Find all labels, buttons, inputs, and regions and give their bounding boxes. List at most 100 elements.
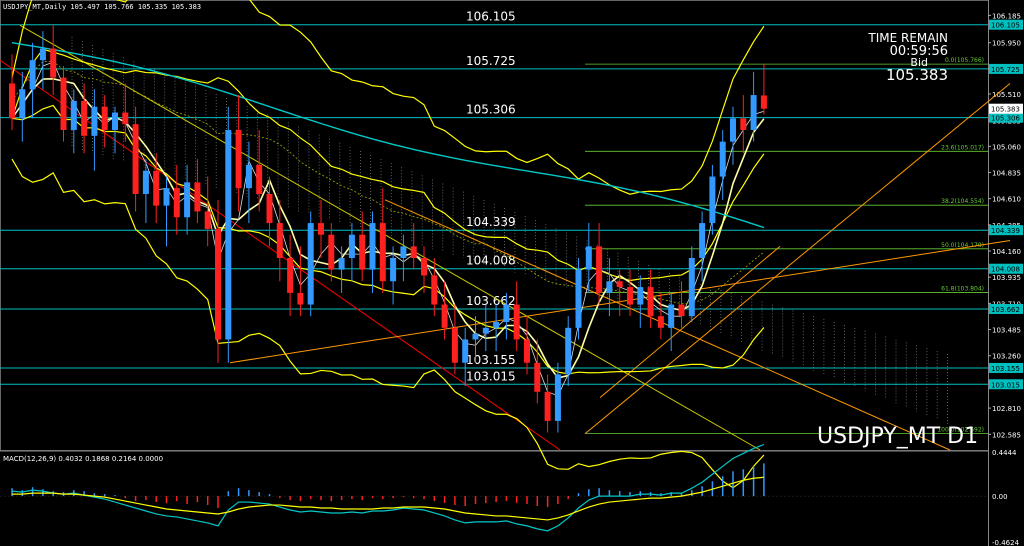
candle-body <box>441 304 448 328</box>
price-axis-label: 105.060 <box>992 143 1021 151</box>
candle-body <box>719 141 726 177</box>
candle-body <box>297 292 304 305</box>
time-remain-label: TIME REMAIN <box>868 31 948 45</box>
level-tag-text: 103.662 <box>991 306 1020 314</box>
kijun-dotted <box>11 60 765 305</box>
candle-body <box>81 100 88 136</box>
candle-body <box>245 164 252 189</box>
bollinger-lower-outer <box>11 158 765 489</box>
candle-body <box>585 246 592 270</box>
symbol-watermark: USDJPY_MT D1 <box>817 424 979 449</box>
candle-body <box>575 269 582 328</box>
level-tag-text: 104.339 <box>991 227 1020 235</box>
trend-line <box>599 245 781 399</box>
candle-body <box>204 211 211 229</box>
macd-signal-line <box>12 476 764 521</box>
level-tag-text: 104.008 <box>991 266 1020 274</box>
candle-body <box>101 106 108 130</box>
price-axis-label: 102.585 <box>992 431 1021 439</box>
candle-body <box>647 287 654 317</box>
level-label: 104.008 <box>466 254 516 268</box>
candle-body <box>194 182 201 212</box>
candle-body <box>513 304 520 340</box>
level-tag-box <box>989 63 1023 74</box>
candle-body <box>70 100 77 130</box>
level-label: 105.725 <box>466 54 516 68</box>
bollinger-upper-outer <box>11 0 765 195</box>
candle-body <box>482 327 489 334</box>
level-tag-text: 103.015 <box>991 381 1020 389</box>
candle-body <box>338 258 345 270</box>
level-tag-box <box>989 379 1023 390</box>
candle-body <box>616 281 623 288</box>
candle-body <box>627 287 633 305</box>
fib-label: 100.0(102.592) <box>937 426 984 433</box>
candle-body <box>235 130 242 189</box>
candle-body <box>287 258 294 293</box>
candle-body <box>606 281 613 293</box>
time-remain-value: 00:59:56 <box>889 44 948 59</box>
level-tag-text: 105.725 <box>991 66 1020 74</box>
symbol-info: USDJPY_MT,Daily 105.497 105.766 105.335 … <box>3 3 202 11</box>
candle-body <box>142 170 149 194</box>
candle-body <box>276 223 283 258</box>
candles-group <box>9 25 767 433</box>
level-tag-box <box>989 225 1023 236</box>
candle-body <box>91 106 98 136</box>
macd-label: MACD(12,26,9) 0.4032 0.1868 0.2164 0.000… <box>3 455 163 463</box>
candle-body <box>215 228 221 340</box>
candle-body <box>410 246 417 258</box>
candle-body <box>132 124 139 194</box>
candle-body <box>668 304 675 328</box>
level-label: 106.105 <box>466 10 516 24</box>
candle-body <box>760 95 767 109</box>
candle-body <box>29 60 36 90</box>
bid-label: Bid <box>910 56 928 69</box>
candle-body <box>256 164 263 194</box>
candle-body <box>657 316 664 328</box>
price-axis-label: 103.260 <box>992 353 1021 361</box>
candle-body <box>9 83 15 119</box>
ma-white <box>11 61 765 397</box>
candle-body <box>544 391 551 421</box>
candle-body <box>153 170 160 206</box>
candle-body <box>39 48 46 61</box>
candle-body <box>60 77 67 130</box>
candle-body <box>379 223 386 282</box>
candle-body <box>225 130 232 340</box>
candle-body <box>534 362 541 392</box>
candle-body <box>699 223 706 258</box>
price-axis-label: 105.510 <box>992 91 1021 99</box>
candle-body <box>462 339 469 363</box>
level-label: 103.015 <box>466 369 516 383</box>
price-axis-label: 106.185 <box>992 12 1021 20</box>
candle-body <box>307 223 314 305</box>
candle-body <box>369 223 376 270</box>
level-tag-text: 103.155 <box>991 365 1020 373</box>
candle-body <box>431 275 438 305</box>
price-axis-label: 103.935 <box>992 274 1021 282</box>
price-axis-label: 103.485 <box>992 327 1021 335</box>
candle-body <box>390 258 397 282</box>
candle-body <box>709 176 716 224</box>
candle-body <box>348 234 355 258</box>
candle-body <box>451 327 458 363</box>
price-axis-label: 104.610 <box>992 196 1021 204</box>
ma-long-cyan <box>11 42 765 229</box>
bollinger-lower-inner <box>11 104 765 375</box>
fib-label: 50.0(104.179) <box>941 242 984 249</box>
candle-body <box>678 304 685 317</box>
level-label: 103.155 <box>466 353 516 367</box>
candle-body <box>400 246 407 258</box>
price-axis-label: 104.835 <box>992 169 1021 177</box>
candle-body <box>184 182 191 218</box>
candle-body <box>318 223 324 235</box>
candle-body <box>163 188 170 206</box>
candle-body <box>596 246 603 293</box>
candle-body <box>328 234 335 270</box>
level-tag-box <box>989 263 1023 274</box>
candle-body <box>359 234 366 270</box>
price-axis-label: 102.810 <box>992 405 1021 413</box>
